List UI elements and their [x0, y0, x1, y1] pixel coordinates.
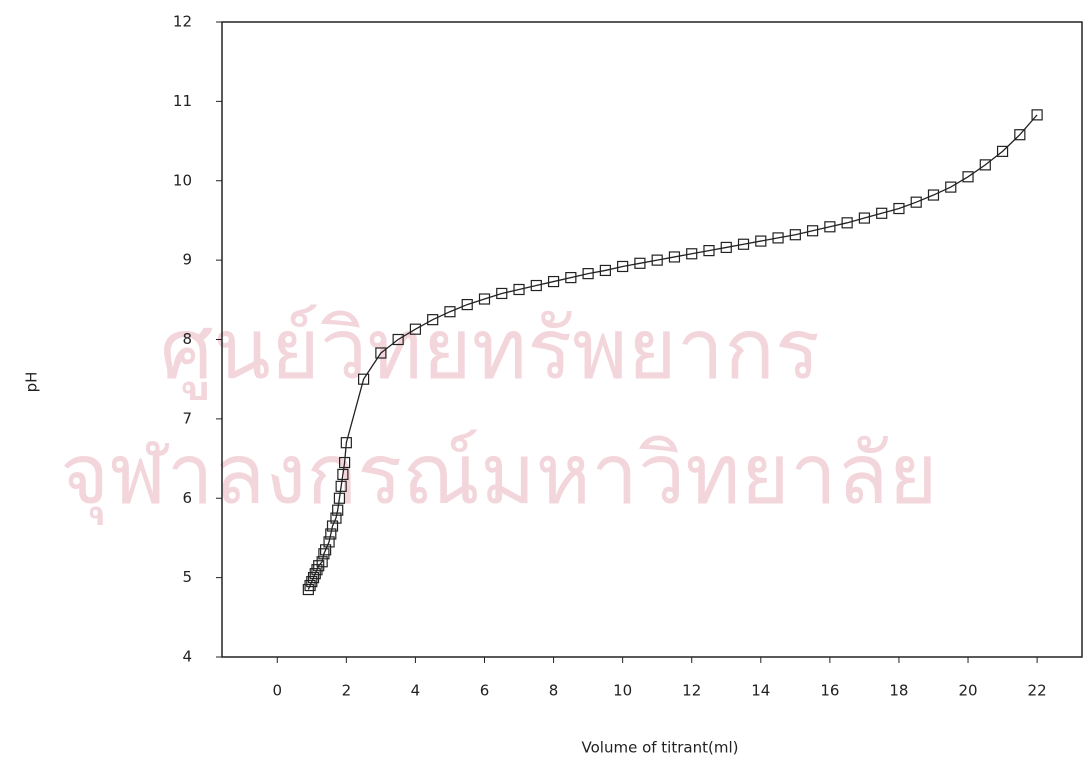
point-marker — [962, 171, 974, 183]
y-tick-label: 6 — [182, 489, 192, 507]
point-marker — [807, 225, 819, 237]
point-marker — [496, 287, 508, 300]
point-marker — [513, 283, 525, 296]
point-marker — [320, 544, 332, 556]
point-marker — [893, 202, 905, 215]
point-marker — [841, 217, 853, 229]
point-marker — [330, 512, 342, 524]
watermark: จุฬาลงกรณ์มหาวิทยาลัย — [60, 425, 938, 526]
point-marker — [392, 333, 404, 346]
point-marker — [755, 235, 767, 247]
point-marker — [333, 492, 346, 504]
point-marker — [979, 159, 991, 171]
point-marker — [318, 548, 330, 560]
point-marker — [927, 189, 940, 201]
point-marker — [789, 229, 801, 241]
point-marker — [307, 572, 320, 584]
point-marker — [1014, 129, 1026, 141]
point-marker — [340, 437, 352, 449]
point-marker — [325, 528, 337, 540]
point-marker — [720, 241, 732, 254]
point-marker — [617, 260, 629, 273]
point-marker — [772, 232, 784, 244]
point-marker — [910, 196, 922, 208]
x-tick-label: 0 — [272, 682, 282, 700]
point-marker — [530, 279, 542, 292]
x-tick-label: 16 — [820, 682, 839, 700]
point-marker — [668, 251, 681, 263]
point-marker — [547, 275, 560, 288]
point-marker — [337, 468, 349, 481]
x-tick-label: 22 — [1028, 682, 1047, 700]
x-tick-label: 12 — [682, 682, 701, 700]
point-marker — [309, 568, 321, 580]
point-marker — [332, 504, 344, 516]
y-tick-label: 7 — [182, 409, 192, 427]
data-line — [307, 114, 1038, 590]
point-marker — [306, 575, 318, 588]
x-tick-label: 14 — [751, 682, 770, 700]
x-tick-label: 20 — [958, 682, 977, 700]
point-marker — [358, 373, 370, 385]
x-axis-title: Volume of titrant(ml) — [582, 739, 739, 757]
point-marker — [461, 298, 473, 311]
point-marker — [326, 520, 339, 532]
x-tick-label: 8 — [549, 682, 559, 700]
y-axis-title: pH — [23, 372, 41, 393]
point-marker — [565, 271, 577, 284]
point-marker — [703, 245, 715, 257]
point-marker — [304, 579, 316, 592]
point-marker — [339, 456, 351, 469]
point-marker — [409, 323, 422, 335]
point-marker — [316, 556, 328, 568]
y-tick-label: 8 — [182, 330, 192, 348]
y-tick-label: 12 — [173, 13, 192, 31]
point-marker — [996, 145, 1009, 157]
x-tick-label: 6 — [480, 682, 490, 700]
point-marker — [945, 181, 957, 193]
y-tick-label: 10 — [173, 171, 192, 189]
point-marker — [375, 347, 387, 359]
y-tick-label: 4 — [182, 648, 192, 666]
x-tick-label: 18 — [889, 682, 908, 700]
point-marker — [335, 480, 347, 492]
point-marker — [876, 207, 888, 219]
point-marker — [427, 314, 439, 326]
point-marker — [634, 257, 646, 269]
point-marker — [686, 248, 698, 260]
watermark: ศูนย์วิทยทรัพยากร — [160, 300, 820, 400]
point-marker — [599, 264, 611, 277]
point-marker — [323, 536, 335, 548]
y-tick-label: 11 — [173, 92, 192, 110]
point-marker — [313, 560, 325, 572]
point-marker — [582, 268, 594, 280]
point-marker — [824, 221, 836, 233]
y-tick-label: 9 — [182, 251, 192, 269]
point-marker — [478, 293, 491, 305]
x-tick-label: 10 — [613, 682, 632, 700]
point-marker — [1031, 109, 1043, 121]
x-tick-label: 2 — [342, 682, 352, 700]
point-marker — [302, 583, 314, 596]
point-marker — [858, 212, 871, 224]
point-marker — [737, 238, 750, 250]
point-marker — [651, 254, 663, 266]
y-tick-label: 5 — [182, 568, 192, 586]
x-tick-label: 4 — [411, 682, 421, 700]
point-marker — [444, 306, 456, 318]
